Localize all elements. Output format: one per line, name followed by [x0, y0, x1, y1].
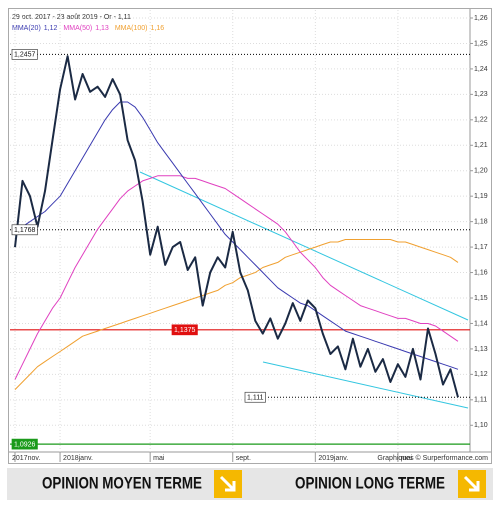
moving-average-line: [14, 239, 459, 390]
button-moyen-terme[interactable]: OPINION MOYEN TERME: [42, 470, 242, 498]
legend-value: 1,13: [95, 25, 109, 32]
button-label[interactable]: OPINION MOYEN TERME: [42, 473, 202, 492]
button-long-terme[interactable]: OPINION LONG TERME: [295, 470, 486, 498]
level-label-box: [11, 224, 38, 236]
y-tick-label: 1,17: [474, 244, 488, 251]
price-line: [14, 55, 459, 398]
level-label-box: [171, 324, 198, 336]
x-tick-label: mai: [153, 455, 165, 462]
y-tick-label: 1,21: [474, 142, 488, 149]
y-tick-label: 1,15: [474, 295, 488, 302]
y-tick-label: 1,25: [474, 40, 488, 47]
level-label-box: [11, 49, 38, 60]
level-label: 1,0926: [14, 441, 36, 448]
button-label[interactable]: OPINION LONG TERME: [295, 473, 445, 492]
opinion-bar: [7, 468, 493, 500]
level-label-box: [244, 391, 266, 403]
legend-value: 1,16: [151, 25, 165, 32]
chart-title: 29 oct. 2017 - 23 août 2019 - Or - 1,11: [12, 14, 131, 21]
legend-name: MMA(100): [115, 25, 148, 32]
x-tick-label: sept.: [236, 455, 251, 462]
trend-line: [139, 171, 469, 321]
plot-area: 1,2457 1,1768 1,1375 1,111 1,0926: [10, 49, 470, 450]
legend-name: MMA(20): [12, 25, 41, 32]
y-tick-label: 1,20: [474, 168, 488, 175]
y-tick-label: 1,22: [474, 117, 488, 124]
level-label: 1,1375: [174, 327, 196, 334]
x-tick-label: 2019janv.: [318, 455, 348, 462]
y-tick-label: 1,23: [474, 91, 488, 98]
y-tick-label: 1,18: [474, 218, 488, 225]
y-tick-label: 1,10: [474, 422, 488, 429]
y-tick-label: 1,12: [474, 371, 488, 378]
arrow-glyph: [219, 475, 236, 492]
y-tick-label: 1,11: [474, 397, 487, 404]
level-label: 1,111: [247, 395, 264, 402]
level-label-box: [11, 438, 38, 450]
grid: 1,10 1,11 1,12 1,13 1,14 1,15 1,16 1,17 1,18 1,19…: [10, 10, 488, 462]
credit: Graphiques © Surperformance.com: [377, 454, 488, 462]
arrow-glyph: [463, 475, 480, 492]
legend-name: MMA(50): [63, 25, 92, 32]
level-label: 1,2457: [14, 52, 36, 59]
y-tick-label: 1,16: [474, 269, 488, 276]
legend-value: 1,12: [44, 25, 58, 32]
y-tick-label: 1,13: [474, 346, 488, 353]
chart-frame: [8, 8, 492, 464]
y-tick-label: 1,14: [474, 320, 488, 327]
trend-line: [262, 361, 469, 409]
y-tick-label: 1,19: [474, 193, 488, 200]
moving-average-line: [14, 175, 459, 380]
x-tick-label: 2018janv.: [63, 455, 93, 462]
y-tick-label: 1,24: [474, 66, 488, 73]
y-tick-label: 1,26: [474, 15, 488, 22]
x-tick-label: 2017nov.: [12, 455, 40, 462]
level-label: 1,1768: [14, 227, 36, 234]
x-tick-label: mai: [401, 455, 413, 462]
legend: MMA(20) 1,12 MMA(50) 1,13 MMA(100) 1,16: [12, 25, 164, 32]
moving-average-line: [14, 101, 459, 370]
